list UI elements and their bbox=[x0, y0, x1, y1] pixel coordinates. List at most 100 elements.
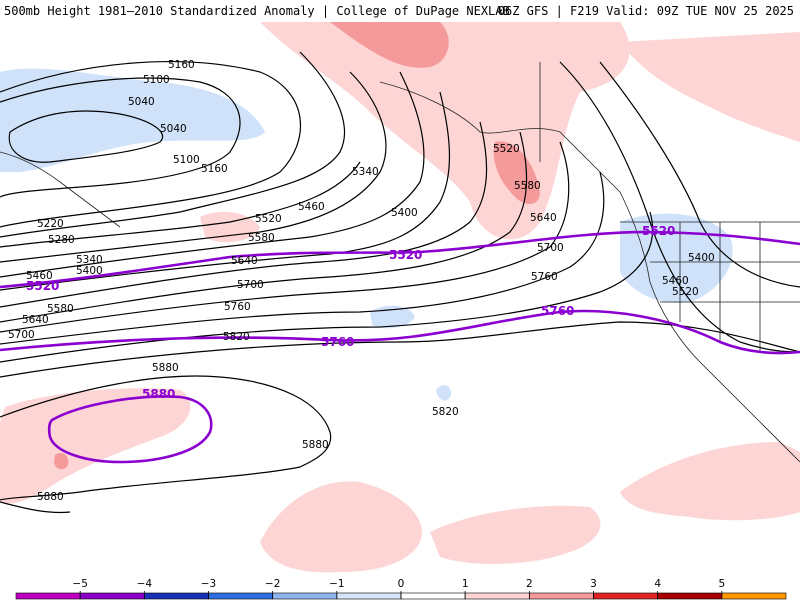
pos-anomaly-small bbox=[200, 211, 260, 243]
header: 500mb Height 1981–2010 Standardized Anom… bbox=[0, 0, 800, 22]
contour-label: 5580 bbox=[514, 180, 541, 192]
pos-anomaly-southwest bbox=[0, 388, 191, 504]
contour-5160 bbox=[0, 60, 302, 228]
highlight-contours bbox=[0, 230, 800, 464]
contour-label: 5340 bbox=[76, 254, 103, 266]
contour-5820 bbox=[0, 321, 800, 378]
colorbar-tick-label: 0 bbox=[398, 578, 405, 590]
highlight-5520 bbox=[0, 230, 800, 289]
contour-label: 5580 bbox=[248, 232, 275, 244]
contour-5040 bbox=[8, 110, 164, 163]
colorbar-segment bbox=[15, 592, 81, 600]
highlight-label: 5520 bbox=[389, 248, 422, 262]
map-title: 500mb Height 1981–2010 Standardized Anom… bbox=[4, 4, 510, 18]
geography-lines bbox=[0, 62, 800, 463]
contour-label: 5880 bbox=[37, 491, 64, 503]
colorbar-tick-label: −1 bbox=[329, 578, 344, 590]
contour-label: 5100 bbox=[143, 74, 170, 86]
colorbar-tick-label: −3 bbox=[201, 578, 216, 590]
contour-label: 5700 bbox=[8, 329, 35, 341]
neg-anomaly-mid bbox=[370, 305, 415, 329]
contour-label: 5460 bbox=[26, 270, 53, 282]
colorbar-segment bbox=[144, 592, 209, 600]
highlight-label: 5880 bbox=[142, 387, 175, 401]
contour-label: 5040 bbox=[160, 123, 187, 135]
contour-label: 5760 bbox=[531, 271, 558, 283]
neg-anomaly-conus bbox=[620, 213, 733, 303]
highlight-label: 5520 bbox=[26, 279, 59, 293]
pos-anomaly-south2 bbox=[430, 505, 601, 564]
contour-label-group: 5160 5100 5040 5040 5100 5160 5340 5400 … bbox=[8, 59, 715, 503]
coast-west-na bbox=[619, 191, 800, 463]
pos-anomaly-north-core bbox=[330, 22, 449, 68]
contour-5880-south bbox=[0, 501, 71, 514]
contour-east-1 bbox=[559, 61, 800, 353]
highlight-label: 5520 bbox=[642, 224, 675, 238]
pos-anomaly-alaska-core bbox=[493, 141, 540, 204]
model-run-info: 06Z GFS | F219 Valid: 09Z TUE NOV 25 202… bbox=[497, 4, 794, 18]
contour-label: 5160 bbox=[201, 163, 228, 175]
contour-label: 5040 bbox=[128, 96, 155, 108]
colorbar-svg: −5 −4 −3 −2 −1 0 1 2 3 4 5 bbox=[15, 578, 787, 600]
colorbar-segment bbox=[272, 592, 338, 600]
highlight-label: 5760 bbox=[541, 304, 574, 318]
contour-5280 bbox=[0, 161, 361, 248]
colorbar-segment bbox=[208, 592, 273, 600]
contour-5100 bbox=[0, 77, 241, 198]
contour-5640 bbox=[0, 141, 570, 333]
contour-5580 bbox=[0, 131, 528, 323]
contour-label: 5640 bbox=[231, 255, 258, 267]
colorbar-tick-label: 4 bbox=[654, 578, 661, 590]
highlight-5880 bbox=[47, 395, 213, 464]
highlight-label: 5760 bbox=[321, 335, 354, 349]
contour-label: 5760 bbox=[224, 301, 251, 313]
contour-5700 bbox=[0, 171, 605, 345]
contour-label: 5700 bbox=[237, 279, 264, 291]
contour-label: 5100 bbox=[173, 154, 200, 166]
colorbar-segment bbox=[464, 592, 530, 600]
contour-label: 5880 bbox=[302, 439, 329, 451]
pos-anomaly-south bbox=[260, 481, 422, 573]
contour-label: 5460 bbox=[662, 275, 689, 287]
contour-label: 5400 bbox=[76, 265, 103, 277]
contour-label: 5580 bbox=[47, 303, 74, 315]
highlight-5760 bbox=[0, 309, 800, 355]
anomaly-colorbar: −5 −4 −3 −2 −1 0 1 2 3 4 5 bbox=[0, 577, 800, 600]
contour-label: 5400 bbox=[391, 207, 418, 219]
colorbar-tick-label: 2 bbox=[526, 578, 533, 590]
contour-label: 5160 bbox=[168, 59, 195, 71]
contour-label: 5640 bbox=[530, 212, 557, 224]
colorbar-segment bbox=[400, 592, 466, 600]
contour-label: 5820 bbox=[432, 406, 459, 418]
contour-label: 5880 bbox=[152, 362, 179, 374]
coast-alaska bbox=[379, 81, 621, 193]
colorbar-tick-label: 3 bbox=[590, 578, 597, 590]
colorbar-segment bbox=[721, 592, 787, 600]
coast-asia bbox=[0, 151, 121, 228]
contour-5460 bbox=[0, 91, 451, 291]
state-lines bbox=[650, 222, 800, 352]
contour-5220 bbox=[0, 51, 345, 238]
contour-label: 5700 bbox=[537, 242, 564, 254]
contour-label: 5820 bbox=[223, 331, 250, 343]
contour-east-2 bbox=[599, 61, 800, 288]
colorbar-segment bbox=[529, 592, 594, 600]
colorbar-segment bbox=[79, 592, 145, 600]
contour-label: 5460 bbox=[298, 201, 325, 213]
contour-label: 5520 bbox=[493, 143, 520, 155]
contour-5400 bbox=[0, 71, 425, 278]
anomaly-shading bbox=[0, 22, 800, 573]
colorbar-tick-label: 1 bbox=[462, 578, 469, 590]
pos-anomaly-sw-core bbox=[54, 453, 69, 470]
colorbar-segment bbox=[336, 592, 402, 600]
pos-anomaly-southeast bbox=[620, 442, 800, 521]
neg-anomaly-hawaii bbox=[436, 385, 452, 401]
neg-anomaly-west bbox=[0, 68, 265, 172]
colorbar-tick-label: 5 bbox=[718, 578, 725, 590]
contour-label: 5640 bbox=[22, 314, 49, 326]
pos-anomaly-northeast bbox=[620, 32, 800, 142]
contour-label: 5520 bbox=[255, 213, 282, 225]
contour-label: 5520 bbox=[672, 286, 699, 298]
contour-label: 5340 bbox=[352, 166, 379, 178]
contour-5880-main bbox=[0, 375, 332, 501]
